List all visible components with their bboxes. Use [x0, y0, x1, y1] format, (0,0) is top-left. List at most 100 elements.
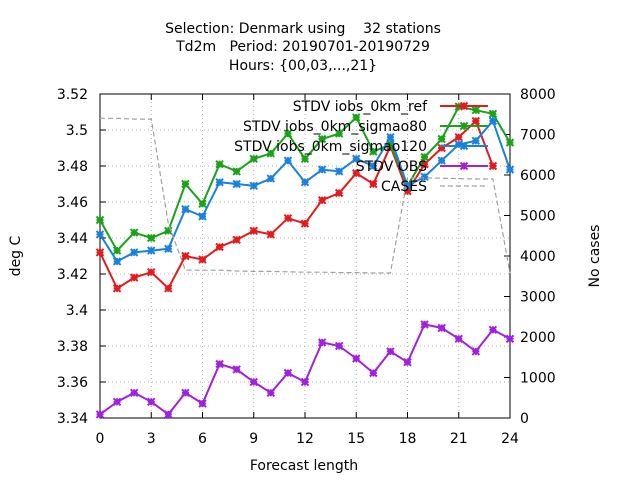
x-tick-label: 9 — [249, 431, 258, 447]
data-point — [300, 377, 310, 387]
y2-tick-label: 2000 — [520, 330, 556, 346]
legend: STDV iobs_0km_ref STDV iobs_0km_sigmao80 S… — [234, 99, 488, 195]
legend-label: STDV OBS — [356, 159, 427, 175]
data-point — [300, 154, 310, 164]
data-point — [334, 167, 344, 176]
data-point — [300, 219, 310, 228]
data-point — [147, 246, 156, 255]
y2-tick-label: 7000 — [520, 128, 556, 144]
legend-marker — [459, 141, 469, 151]
data-point — [147, 233, 156, 243]
data-point — [249, 226, 258, 236]
data-point — [249, 377, 258, 387]
data-point — [215, 177, 224, 187]
data-point — [386, 132, 395, 142]
data-point — [420, 152, 429, 162]
data-point — [164, 410, 173, 419]
title-line-2: Td2m Period: 20190701-20190729 — [175, 39, 430, 55]
y2-tick-label: 1000 — [520, 371, 556, 387]
legend-label: STDV iobs_0km_sigmao80 — [243, 119, 427, 135]
data-point — [112, 257, 122, 266]
data-point — [317, 195, 327, 205]
data-point — [232, 235, 241, 245]
axes: 0 3 6 9 12 15 18 21 24 3.34 3.36 3.38 3.4 3.42 3.44 3.4… — [57, 87, 556, 447]
data-point — [471, 116, 481, 126]
data-point — [215, 159, 224, 169]
legend-entry: STDV iobs_0km_ref — [293, 99, 488, 115]
data-point — [95, 230, 105, 239]
data-point — [147, 267, 156, 277]
y-tick-label: 3.4 — [66, 303, 88, 319]
data-point — [112, 397, 122, 407]
y2-tick-label: 3000 — [520, 290, 556, 306]
data-point — [403, 357, 412, 367]
data-point — [334, 129, 344, 138]
data-point — [249, 181, 258, 191]
series — [95, 102, 515, 419]
data-point — [420, 172, 429, 182]
data-point — [437, 323, 446, 333]
data-point — [454, 132, 463, 142]
data-point — [198, 199, 207, 209]
series-line — [99, 323, 511, 416]
data-point — [505, 138, 515, 147]
data-point — [198, 255, 207, 264]
data-point — [437, 156, 446, 165]
x-tick-label: 21 — [450, 431, 468, 447]
data-point — [352, 113, 361, 122]
data-point — [249, 154, 258, 164]
data-point — [369, 368, 378, 378]
legend-marker — [459, 101, 469, 111]
data-point — [95, 215, 105, 225]
data-point — [232, 365, 241, 374]
data-point — [386, 347, 395, 356]
data-point — [266, 174, 276, 183]
y2-tick-label: 8000 — [520, 87, 556, 103]
data-point — [232, 167, 241, 176]
data-point — [471, 136, 481, 146]
data-point — [317, 134, 327, 144]
data-point — [334, 188, 344, 198]
y-tick-label: 3.5 — [66, 123, 88, 139]
legend-entry: STDV iobs_0km_sigmao120 — [234, 139, 488, 155]
data-point — [181, 179, 190, 189]
data-point — [352, 354, 361, 363]
x-tick-label: 24 — [501, 431, 519, 447]
x-tick-label: 6 — [198, 431, 207, 447]
data-point — [266, 149, 276, 158]
data-point — [488, 109, 498, 119]
data-point — [164, 244, 173, 254]
data-point — [112, 246, 122, 255]
data-point — [215, 359, 224, 369]
data-point — [181, 251, 190, 261]
data-point — [283, 213, 293, 223]
data-point — [369, 179, 378, 189]
data-point — [488, 325, 498, 335]
x-axis-label: Forecast length — [250, 458, 358, 474]
chart-title: Selection: Denmark using 32 stations Td2… — [165, 21, 441, 74]
data-point — [95, 248, 105, 257]
x-tick-label: 15 — [347, 431, 365, 447]
y2-tick-label: 5000 — [520, 209, 556, 225]
legend-entry: STDV OBS — [356, 159, 488, 175]
data-point — [300, 177, 310, 187]
x-tick-label: 18 — [399, 431, 417, 447]
data-point — [181, 388, 190, 398]
data-point — [369, 161, 378, 171]
data-point — [505, 334, 515, 344]
y2-axis-label: No cases — [587, 225, 603, 288]
legend-label: STDV iobs_0km_sigmao120 — [234, 139, 427, 155]
data-point — [283, 156, 293, 165]
y2-tick-label: 6000 — [520, 168, 556, 184]
title-line-3: Hours: {00,03,...,21} — [229, 58, 377, 74]
data-point — [198, 212, 207, 221]
data-point — [505, 165, 515, 174]
series-stdv-iobs-0km-sigmao120 — [95, 116, 515, 266]
x-tick-label: 0 — [96, 431, 105, 447]
y2-tick-label: 4000 — [520, 249, 556, 265]
data-point — [147, 397, 156, 407]
data-point — [129, 248, 139, 257]
y-tick-label: 3.52 — [57, 87, 88, 103]
y-tick-label: 3.42 — [57, 267, 88, 283]
